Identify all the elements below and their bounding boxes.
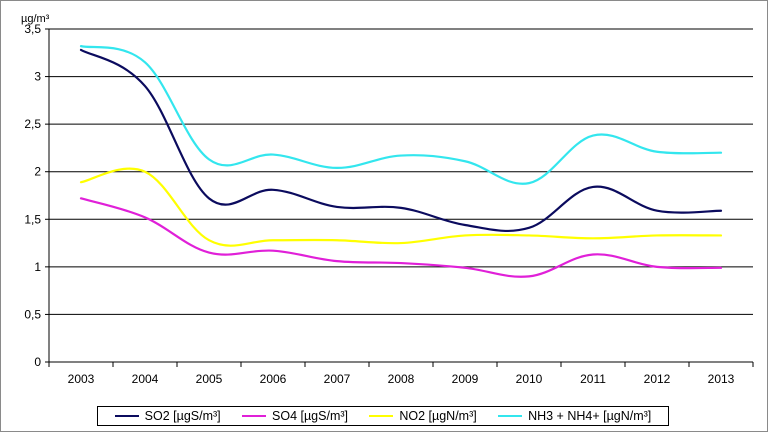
legend-label: SO4 [µgS/m³] [272,409,348,423]
x-tick-label: 2012 [644,372,671,386]
legend-swatch [242,415,267,417]
legend-label: SO2 [µgS/m³] [144,409,221,423]
series-line-no2 [79,167,723,247]
y-tick-label: 0,5 [24,307,41,321]
x-tick-label: 2006 [260,372,287,386]
y-tick-label: 2,5 [24,117,41,131]
x-tick-label: 2011 [580,372,606,386]
axes [45,28,754,367]
y-tick-label: 0 [34,355,41,369]
legend-swatch [369,415,394,417]
x-tick-label: 2003 [68,372,95,386]
y-unit-label: µg/m³ [21,13,50,25]
x-tick-label: 2009 [452,372,479,386]
x-tick-label: 2013 [708,372,735,386]
x-tick-label: 2010 [516,372,543,386]
legend-item: NH3 + NH4+ [µgN/m³] [498,409,651,423]
y-tick-label: 1,5 [24,212,41,226]
series-line-nh3-nh4 [79,45,723,185]
line-chart: 0 0,5 1 1,5 2 2,5 3 3,5 2003 2004 2005 2006 2007 2008… [21,13,754,386]
legend-item: SO2 [µgS/m³] [114,409,221,423]
series-line-so2 [79,48,723,233]
legend-item: SO4 [µgS/m³] [242,409,348,423]
x-tick-label: 2007 [324,372,351,386]
x-tick-label: 2008 [388,372,415,386]
y-tick-label: 3,5 [24,22,41,36]
x-tick-label: 2005 [196,372,223,386]
legend-label: NH3 + NH4+ [µgN/m³] [528,409,652,423]
tick-labels: 0 0,5 1 1,5 2 2,5 3 3,5 2003 2004 2005 2006 2007 2008… [24,22,734,386]
y-tick-label: 1 [34,260,41,274]
legend-swatch [498,415,523,417]
legend-swatch [114,415,139,417]
x-tick-label: 2004 [132,372,159,386]
legend: SO2 [µgS/m³] SO4 [µgS/m³] NO2 [µgN/m³] NH3 … [97,406,669,426]
legend-item: NO2 [µgN/m³] [369,409,477,423]
series-line-so4 [79,197,723,278]
series-lines [79,45,723,278]
y-tick-label: 3 [34,70,41,84]
y-tick-label: 2 [34,165,41,179]
legend-label: NO2 [µgN/m³] [399,409,477,423]
